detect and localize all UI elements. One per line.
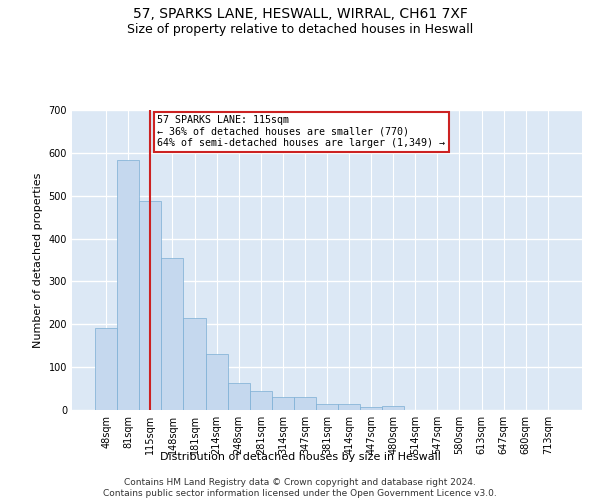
Bar xyxy=(117,160,139,410)
Bar xyxy=(184,318,206,410)
Y-axis label: Number of detached properties: Number of detached properties xyxy=(33,172,43,348)
Bar xyxy=(382,406,404,410)
Bar xyxy=(139,202,161,410)
Text: 57, SPARKS LANE, HESWALL, WIRRAL, CH61 7XF: 57, SPARKS LANE, HESWALL, WIRRAL, CH61 7… xyxy=(133,8,467,22)
Bar xyxy=(95,328,117,410)
Bar xyxy=(360,406,382,410)
Bar xyxy=(250,391,272,410)
Text: Contains HM Land Registry data © Crown copyright and database right 2024.
Contai: Contains HM Land Registry data © Crown c… xyxy=(103,478,497,498)
Bar xyxy=(161,258,184,410)
Bar xyxy=(272,396,294,410)
Bar xyxy=(227,383,250,410)
Bar xyxy=(316,404,338,410)
Text: Size of property relative to detached houses in Heswall: Size of property relative to detached ho… xyxy=(127,22,473,36)
Text: 57 SPARKS LANE: 115sqm
← 36% of detached houses are smaller (770)
64% of semi-de: 57 SPARKS LANE: 115sqm ← 36% of detached… xyxy=(157,115,445,148)
Bar xyxy=(294,396,316,410)
Bar xyxy=(338,404,360,410)
Text: Distribution of detached houses by size in Heswall: Distribution of detached houses by size … xyxy=(160,452,440,462)
Bar xyxy=(206,354,227,410)
